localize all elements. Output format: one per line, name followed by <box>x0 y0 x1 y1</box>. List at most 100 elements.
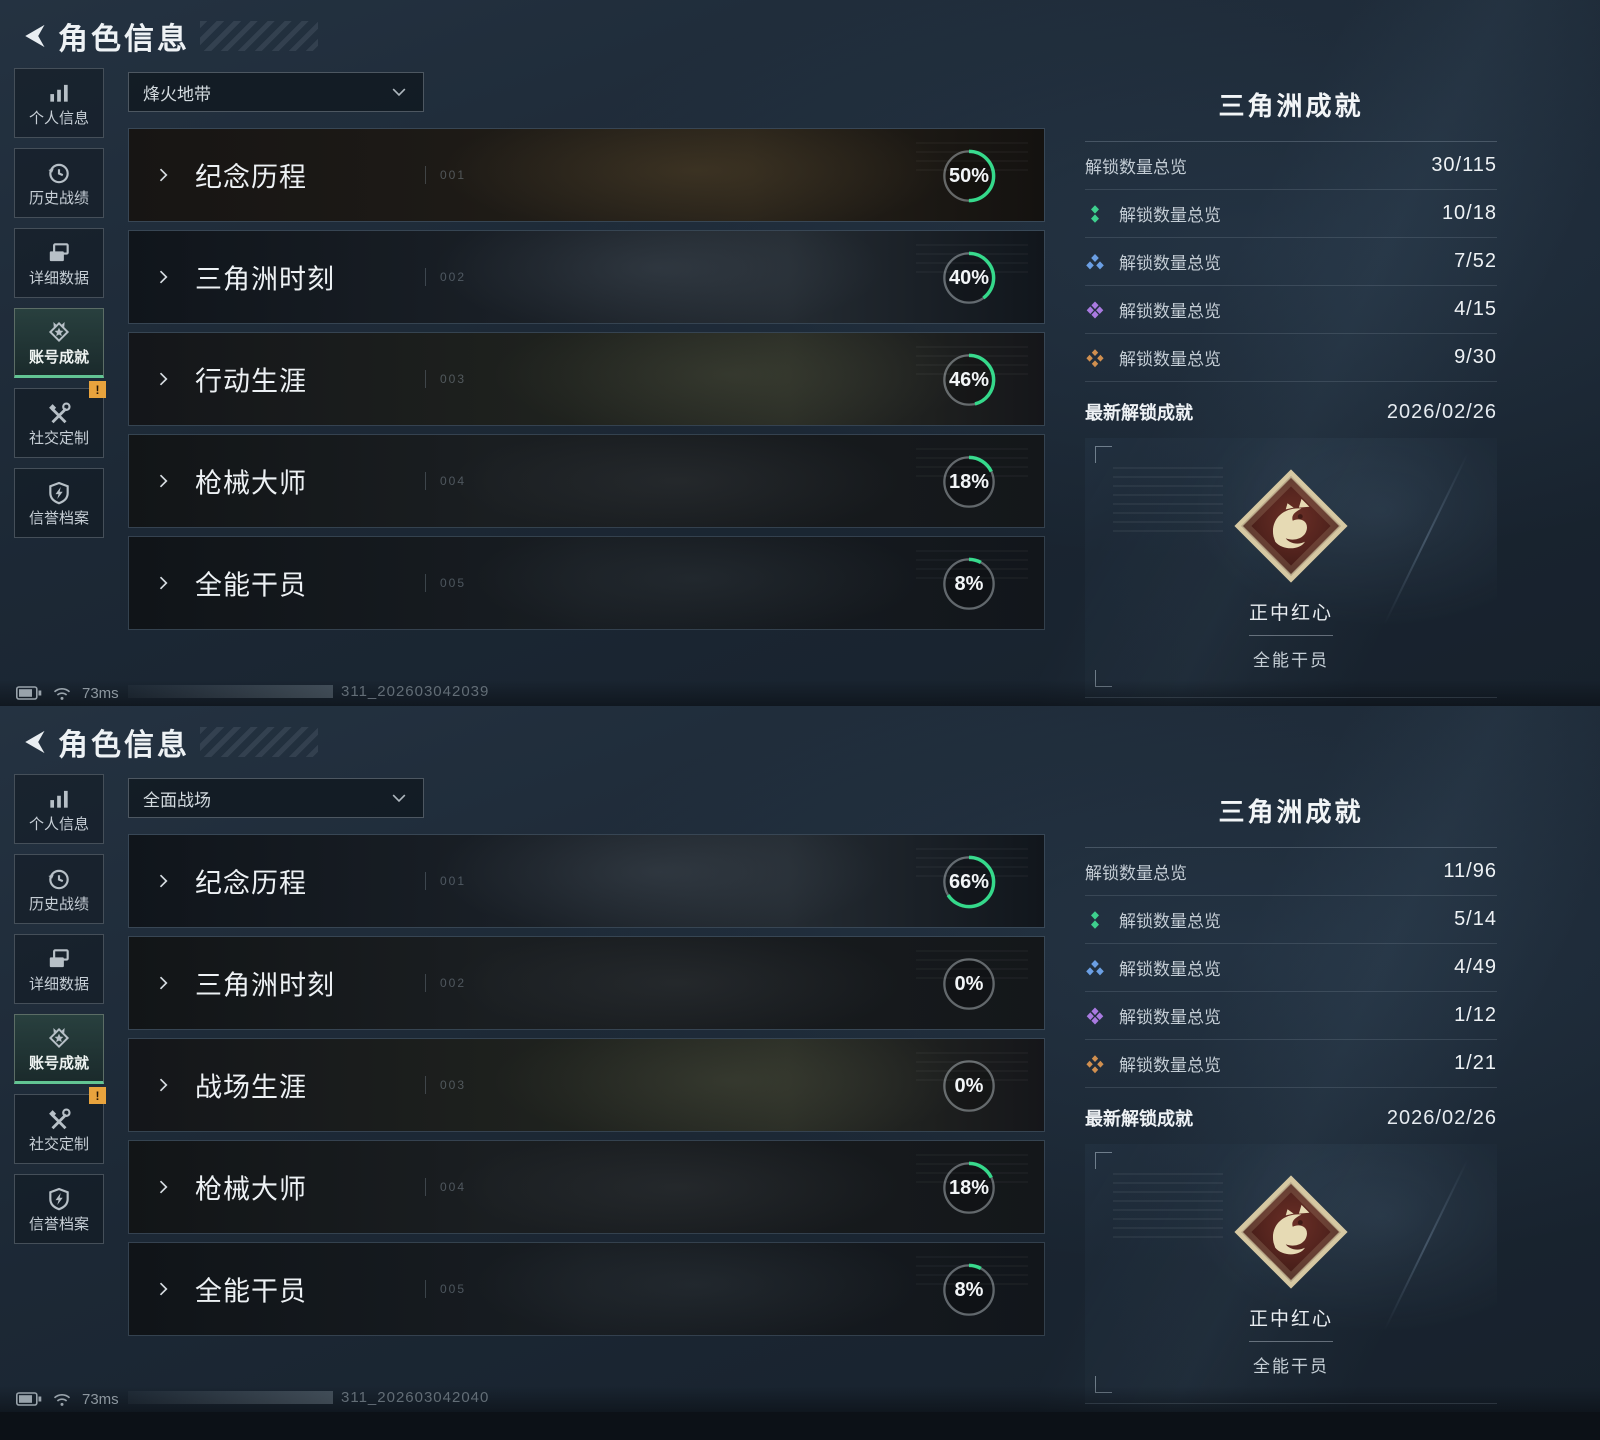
stat-row-tier-blue: 解锁数量总览 7/52 <box>1085 238 1497 286</box>
sidebar-item-history-record[interactable]: 历史战绩 <box>14 854 104 924</box>
ping-label: 73ms <box>82 1390 119 1408</box>
progress-percent: 8% <box>954 1278 984 1301</box>
badge-display: 正中红心 全能干员 <box>1176 1175 1406 1377</box>
sidebar-item-account-achievements[interactable]: 账号成就 <box>14 308 104 378</box>
sidebar-item-detailed-data[interactable]: 详细数据 <box>14 228 104 298</box>
page-header: 角色信息 <box>20 720 318 764</box>
achievement-category-list: 纪念历程 001 66% 三角洲时刻 002 0% 战场生涯 003 0% <box>128 834 1045 1344</box>
mode-dropdown[interactable]: 全面战场 <box>128 778 424 818</box>
sidebar-item-reputation-file[interactable]: 信誉档案 <box>14 1174 104 1244</box>
progress-ring: 46% <box>941 352 997 408</box>
history-clock-icon <box>46 160 72 186</box>
stat-row-tier-green: 解锁数量总览 10/18 <box>1085 190 1497 238</box>
history-clock-icon <box>46 866 72 892</box>
row-index-label: 004 <box>425 1178 466 1196</box>
badge-divider <box>1249 635 1333 636</box>
row-photo-background <box>129 1243 1044 1335</box>
reputation-shield-icon <box>46 1186 72 1212</box>
screen-warfare: 角色信息 个人信息 历史战绩 详细数据 账号成就 ! 社交定制 信誉档案 <box>0 706 1600 1412</box>
sidebar-item-history-record[interactable]: 历史战绩 <box>14 148 104 218</box>
sidebar-item-account-achievements[interactable]: 账号成就 <box>14 1014 104 1084</box>
row-photo-background <box>129 333 1044 425</box>
wifi-icon <box>52 686 72 701</box>
sidebar-item-detailed-data[interactable]: 详细数据 <box>14 934 104 1004</box>
panel-title: 三角洲成就 <box>1218 797 1364 827</box>
achievement-row-delta-moment[interactable]: 三角洲时刻 002 0% <box>128 936 1045 1030</box>
chevron-right-icon <box>153 573 173 593</box>
achievement-row-delta-moment[interactable]: 三角洲时刻 002 40% <box>128 230 1045 324</box>
row-photo-background <box>129 835 1044 927</box>
row-index-label: 001 <box>425 166 466 184</box>
back-button[interactable] <box>20 22 48 50</box>
row-photo-background <box>129 435 1044 527</box>
badge-divider <box>1249 1341 1333 1342</box>
chevron-right-icon <box>153 1279 173 1299</box>
achievement-row-all-round-operator[interactable]: 全能干员 005 8% <box>128 536 1045 630</box>
stat-row-tier-purple: 解锁数量总览 1/12 <box>1085 992 1497 1040</box>
badge-name: 正中红心 <box>1248 1309 1333 1330</box>
stat-row-total: 解锁数量总览 30/115 <box>1085 142 1497 190</box>
achievement-category-list: 纪念历程 001 50% 三角洲时刻 002 40% 行动生涯 003 46% <box>128 128 1045 638</box>
tools-icon <box>46 400 72 426</box>
achievement-row-all-round-operator[interactable]: 全能干员 005 8% <box>128 1242 1045 1336</box>
bar-chart-icon <box>46 80 72 106</box>
achievement-row-gun-master[interactable]: 枪械大师 004 18% <box>128 434 1045 528</box>
row-photo-background <box>129 231 1044 323</box>
session-bar-decor <box>128 685 333 698</box>
achievement-row-battlefield-career[interactable]: 战场生涯 003 0% <box>128 1038 1045 1132</box>
achievement-category-title: 三角洲时刻 <box>195 264 335 295</box>
achievement-category-title: 全能干员 <box>195 570 307 601</box>
progress-ring: 18% <box>941 454 997 510</box>
chevron-down-icon <box>389 82 409 102</box>
session-info: 311_202603042040 <box>128 1389 489 1406</box>
progress-ring: 18% <box>941 1160 997 1216</box>
row-index-label: 001 <box>425 872 466 890</box>
session-id: 311_202603042040 <box>341 1389 490 1406</box>
row-photo-background <box>129 1141 1044 1233</box>
stat-row-total: 解锁数量总览 11/96 <box>1085 848 1497 896</box>
row-index-label: 005 <box>425 574 466 592</box>
sidebar-item-label: 账号成就 <box>28 1055 89 1072</box>
sidebar-item-personal-info[interactable]: 个人信息 <box>14 774 104 844</box>
chevron-right-icon <box>153 871 173 891</box>
dragon-badge-icon <box>1234 1175 1348 1289</box>
reputation-shield-icon <box>46 480 72 506</box>
achievement-row-gun-master[interactable]: 枪械大师 004 18% <box>128 1140 1045 1234</box>
sidebar-item-social-custom[interactable]: ! 社交定制 <box>14 1087 106 1164</box>
panel-title: 三角洲成就 <box>1218 91 1364 121</box>
mode-dropdown[interactable]: 烽火地带 <box>128 72 424 112</box>
status-bar: 73ms 311_202603042039 <box>0 680 1600 706</box>
chevron-right-icon <box>153 369 173 389</box>
progress-ring: 40% <box>941 250 997 306</box>
dragon-badge-icon <box>1234 469 1348 583</box>
page-title: 角色信息 <box>58 729 190 762</box>
back-button[interactable] <box>20 728 48 756</box>
session-bar-decor <box>128 1391 333 1404</box>
progress-ring: 50% <box>941 148 997 204</box>
screen-danger-zone: 角色信息 个人信息 历史战绩 详细数据 账号成就 ! 社交定制 信誉档案 <box>0 0 1600 706</box>
row-photo-background <box>129 937 1044 1029</box>
progress-ring: 8% <box>941 1262 997 1318</box>
stat-row-tier-green: 解锁数量总览 5/14 <box>1085 896 1497 944</box>
header-hatch-decor <box>200 727 318 757</box>
latest-badge-showcase: 正中红心 全能干员 <box>1085 438 1497 698</box>
latest-unlocked-date: 2026/02/26 <box>1386 400 1497 423</box>
achievement-row-memorial[interactable]: 纪念历程 001 50% <box>128 128 1045 222</box>
delta-achievements-panel: 三角洲成就 解锁数量总览 11/96 解锁数量总览 5/14 解锁数量总览 4/… <box>1085 770 1497 1404</box>
page-header: 角色信息 <box>20 14 318 58</box>
progress-ring: 0% <box>941 1058 997 1114</box>
sidebar: 个人信息 历史战绩 详细数据 账号成就 ! 社交定制 信誉档案 <box>14 774 106 1254</box>
tools-icon <box>46 1106 72 1132</box>
achievement-category-title: 行动生涯 <box>195 366 307 397</box>
sidebar-item-reputation-file[interactable]: 信誉档案 <box>14 468 104 538</box>
achievement-row-memorial[interactable]: 纪念历程 001 66% <box>128 834 1045 928</box>
sidebar-item-personal-info[interactable]: 个人信息 <box>14 68 104 138</box>
progress-percent: 46% <box>948 368 990 391</box>
sidebar-item-label: 社交定制 <box>28 1136 89 1153</box>
sidebar-item-label: 个人信息 <box>28 816 89 833</box>
achievement-category-title: 全能干员 <box>195 1276 307 1307</box>
achievement-row-operation-career[interactable]: 行动生涯 003 46% <box>128 332 1045 426</box>
sidebar-item-social-custom[interactable]: ! 社交定制 <box>14 381 106 458</box>
page-title: 角色信息 <box>58 23 190 56</box>
tier-orange-icon <box>1085 1054 1105 1074</box>
